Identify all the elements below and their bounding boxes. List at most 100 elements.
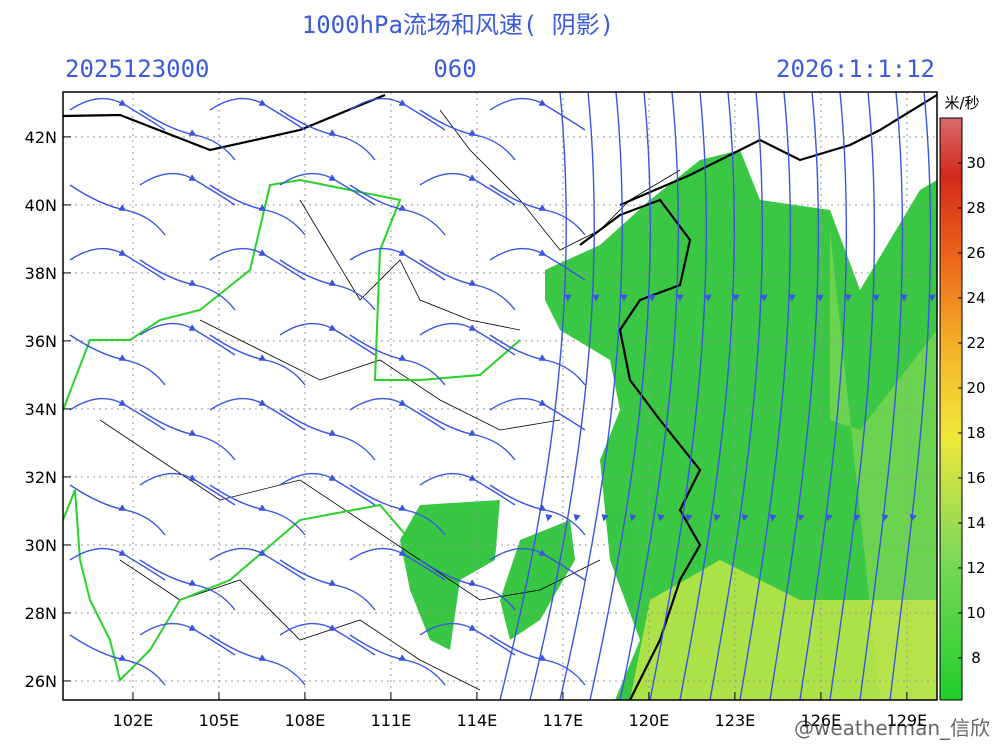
lead-time: 060 [433,55,476,83]
streamline-arrow [788,294,796,302]
streamline-arrow [399,504,407,511]
streamline-arrow [881,514,889,522]
y-tick-label: 36N [25,332,57,351]
streamline [489,97,586,131]
y-tick-label: 30N [25,536,57,555]
streamline-arrow [329,279,337,286]
streamline [279,322,376,356]
streamline-arrow [539,399,547,406]
streamline-arrow [769,514,777,522]
streamline [139,622,236,656]
map-frame [62,91,938,701]
streamline-arrow [119,399,127,406]
colorbar-tick-label: 20 [966,379,985,397]
streamline [209,397,306,431]
streamline-arrow [399,549,407,556]
streamline-arrow [539,504,547,511]
streamline [769,92,820,700]
streamline [69,334,166,386]
streamline-arrow [601,514,609,522]
grid [63,92,937,700]
colorbar-tick-label: 28 [966,199,985,217]
streamline [709,92,764,700]
map-area [63,92,937,700]
streamline [419,472,516,506]
streamline-arrow [119,504,127,511]
streamline [279,472,376,506]
streamline-arrow [259,504,267,511]
init-time: 2025123000 [65,55,210,83]
streamline [69,247,166,281]
streamline-arrow [469,624,477,631]
streamline [139,109,236,161]
streamline-arrow [928,294,936,302]
streamline-arrow [872,294,880,302]
streamline [209,97,306,131]
streamline-arrow [399,249,407,256]
streamline-arrow [329,624,337,631]
streamline-arrow [189,324,197,331]
y-tick-label: 40N [25,196,57,215]
streamline [419,172,516,206]
streamline [349,334,446,386]
streamline [489,634,586,686]
streamline [419,109,516,161]
streamline [419,409,516,461]
wind-shading-light [830,230,937,700]
streamline [489,397,586,431]
streamline [829,92,876,700]
streamline-arrow [909,514,917,522]
streamline-arrow [259,399,267,406]
streamline [889,92,932,700]
streamline-arrow [119,654,127,661]
colorbar-tick-label: 26 [966,244,985,262]
streamline [279,559,376,611]
streamline-arrow [399,399,407,406]
streamline-arrow [469,324,477,331]
streamline-arrow [399,354,407,361]
streamline-arrow [399,654,407,661]
streamline [589,92,651,700]
x-tick-label: 114E [457,711,498,730]
streamline-arrow [676,294,684,302]
streamline [139,172,236,206]
x-tick-label: 126E [801,711,842,730]
colorbar-tick-label: 30 [966,154,985,172]
x-tick-label: 102E [113,711,154,730]
streamline [69,184,166,236]
streamline-arrow [259,354,267,361]
valid-time: 2026:1:1:12 [776,55,935,83]
colorbar-tick-label: 12 [966,559,985,577]
streamline-arrow [732,294,740,302]
y-tick-label: 28N [25,604,57,623]
streamline-arrow [399,204,407,211]
streamline-arrow [539,99,547,106]
streamline [209,334,306,386]
coast-and-border [63,93,937,700]
y-tick-label: 32N [25,468,57,487]
axes: 102E 105E 108E 111E 114E 117E 120E 123E 126E 129E… [25,128,986,730]
streamline-arrow [685,514,693,522]
streamline-arrow [629,514,637,522]
streamline-arrow [469,474,477,481]
streamline [69,634,166,686]
streamline-arrow [189,579,197,586]
streamline [799,92,848,700]
streamline-arrow [539,549,547,556]
streamline-arrow [657,514,665,522]
y-tick-label: 26N [25,672,57,691]
wind-shading-yellow [630,560,937,700]
y-tick-label: 34N [25,400,57,419]
streamline [529,92,595,700]
streamline-arrow [189,129,197,136]
streamline-arrow [592,294,600,302]
streamline-arrow [564,294,572,302]
streamline [349,397,446,431]
streamline [349,634,446,686]
colorbar-tick-label: 8 [971,649,981,667]
streamline [139,259,236,311]
streamline-arrow [189,279,197,286]
streamline-arrow [329,324,337,331]
streamline [649,92,708,700]
streamline [619,92,680,700]
